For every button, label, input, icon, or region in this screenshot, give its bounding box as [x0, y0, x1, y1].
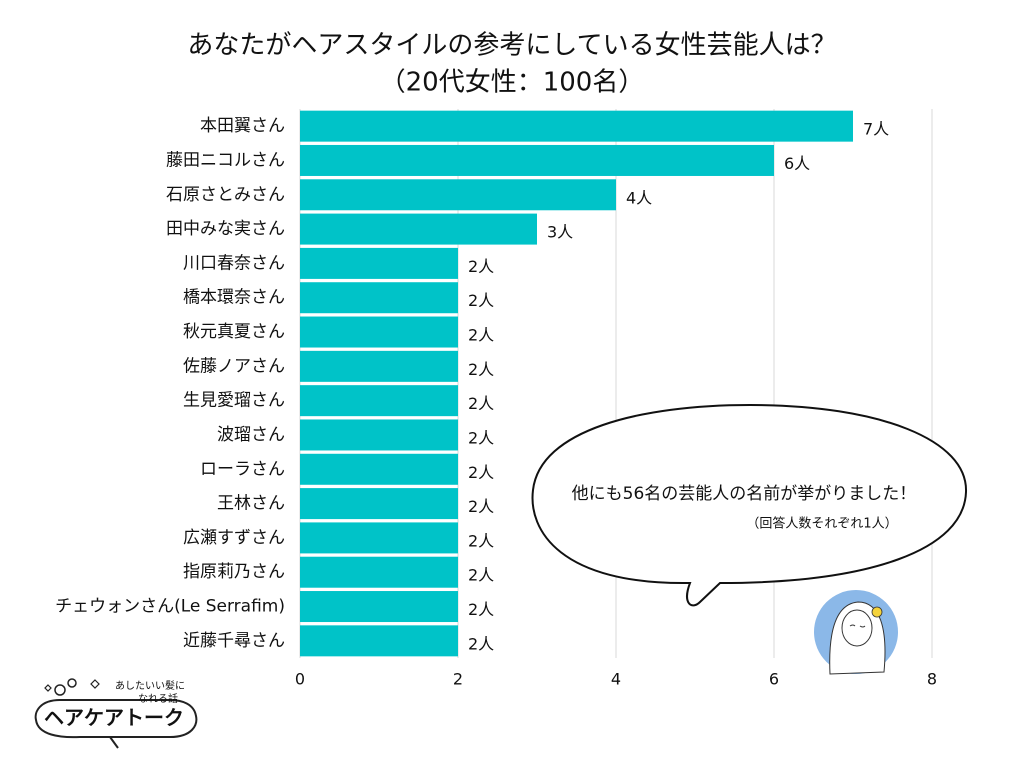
y-tick-label: チェウォンさん(Le Serrafim): [55, 597, 285, 617]
annotation: 他にも56名の芸能人の名前が挙がりました！: [572, 484, 917, 504]
value-label: 2人: [468, 394, 494, 413]
x-tick-label: 0: [295, 670, 305, 689]
chart-subtitle: （20代女性：100名）: [380, 68, 645, 98]
value-label: 2人: [468, 497, 494, 516]
y-tick-label: 藤田ニコルさん: [166, 150, 285, 170]
y-tick-label: 広瀬すずさん: [183, 528, 285, 548]
bar: [300, 625, 458, 657]
y-tick-label: 石原さとみさん: [166, 185, 285, 205]
value-label: 2人: [468, 257, 494, 276]
speech-bubble: [531, 403, 968, 607]
y-tick-label: 近藤千尋さん: [183, 631, 285, 651]
x-tick-label: 2: [453, 670, 463, 689]
bar: [300, 316, 458, 348]
y-tick-label: 波瑠さん: [217, 425, 285, 445]
value-label: 2人: [468, 360, 494, 379]
y-tick-label: 本田翼さん: [200, 116, 285, 136]
value-label: 2人: [468, 463, 494, 482]
y-tick-label: 川口春奈さん: [183, 253, 285, 273]
bar: [300, 419, 458, 451]
y-tick-label: 橋本環奈さん: [183, 288, 285, 308]
bar: [300, 247, 458, 279]
value-label: 7人: [863, 120, 889, 139]
chart-title: あなたがヘアスタイルの参考にしている女性芸能人は？: [187, 31, 836, 61]
bar: [300, 110, 853, 142]
value-label: 2人: [468, 428, 494, 447]
value-label: 6人: [784, 154, 810, 173]
bar: [300, 385, 458, 417]
y-tick-label: 秋元真夏さん: [183, 322, 285, 342]
value-label: 2人: [468, 326, 494, 345]
logo-name: ヘアケアトーク: [44, 706, 184, 730]
bar: [300, 591, 458, 623]
value-label: 2人: [468, 566, 494, 585]
bar: [300, 556, 458, 588]
bar: [300, 144, 774, 176]
annotation-note: （回答人数それぞれ1人）: [746, 516, 897, 532]
y-tick-label: 指原莉乃さん: [183, 562, 285, 582]
y-tick-label: 王林さん: [217, 494, 285, 514]
y-tick-label: 田中みな実さん: [166, 219, 285, 239]
bar: [300, 453, 458, 485]
x-tick-label: 6: [769, 670, 779, 689]
x-tick-label: 4: [611, 670, 621, 689]
value-label: 2人: [468, 600, 494, 619]
bars: [300, 110, 853, 657]
bar: [300, 350, 458, 382]
logo-tagline: なれる話: [138, 692, 178, 705]
bar: [300, 522, 458, 554]
x-tick-label: 8: [927, 670, 937, 689]
bar: [300, 179, 616, 211]
y-tick-label: ローラさん: [200, 459, 285, 479]
value-label: 4人: [626, 188, 652, 207]
y-tick-label: 生見愛瑠さん: [183, 391, 285, 411]
bar: [300, 488, 458, 520]
logo-tagline: あしたいい髪に: [115, 680, 185, 692]
bar: [300, 213, 537, 245]
logo: あしたいい髪に なれる話 ヘアケアトーク: [34, 678, 198, 749]
value-label: 2人: [468, 291, 494, 310]
character-icon: [814, 590, 898, 675]
value-label: 2人: [468, 531, 494, 550]
value-label: 3人: [547, 223, 573, 242]
bar: [300, 282, 458, 314]
y-tick-label: 佐藤ノアさん: [183, 356, 285, 376]
value-label: 2人: [468, 634, 494, 653]
